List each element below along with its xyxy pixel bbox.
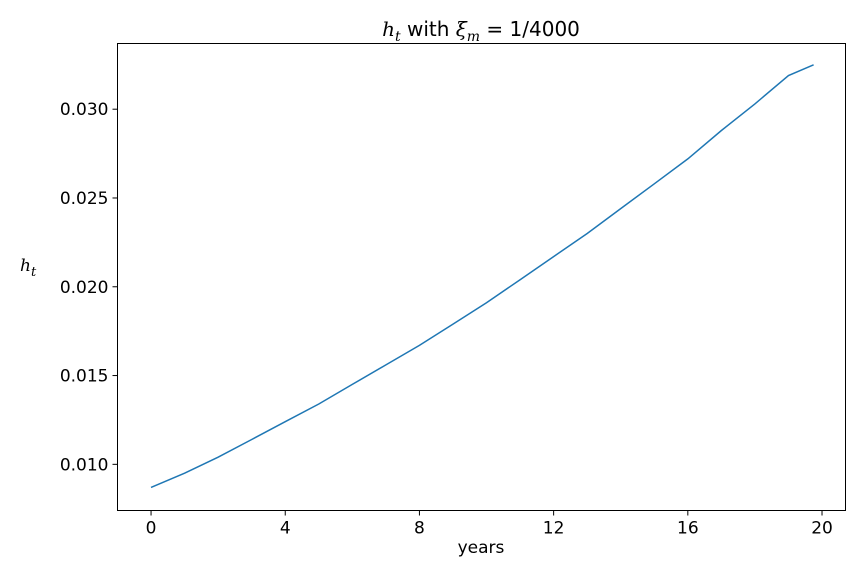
plot-area: [117, 43, 846, 511]
x-tick-label: 12: [543, 519, 565, 539]
title-var-sub: t: [395, 29, 401, 45]
title-xi: ξ: [456, 17, 468, 41]
x-tick-label: 20: [811, 519, 833, 539]
y-tick-label: 0.020: [60, 278, 109, 298]
y-label-var: h: [20, 256, 31, 276]
title-var: h: [382, 17, 395, 41]
y-tick-label: 0.030: [60, 100, 109, 120]
title-xi-sub: m: [467, 29, 480, 45]
y-label-sub: t: [31, 265, 37, 280]
y-axis-label: ht: [20, 256, 37, 280]
title-middle: with: [401, 17, 456, 41]
chart-title: ht with ξm = 1/4000: [382, 17, 580, 45]
x-axis-label: years: [458, 538, 505, 558]
series-line: [150, 64, 814, 489]
x-tick-label: 16: [677, 519, 699, 539]
x-tick-label: 4: [280, 519, 291, 539]
x-tick-label: 8: [414, 519, 425, 539]
y-tick-label: 0.025: [60, 189, 109, 209]
x-axis: 0 4 8 12 16 20: [146, 510, 833, 539]
title-rhs: = 1/4000: [480, 17, 580, 41]
y-tick-label: 0.015: [60, 367, 109, 387]
y-axis: 0.010 0.015 0.020 0.025 0.030: [60, 100, 118, 475]
x-tick-label: 0: [146, 519, 157, 539]
y-tick-label: 0.010: [60, 455, 109, 475]
